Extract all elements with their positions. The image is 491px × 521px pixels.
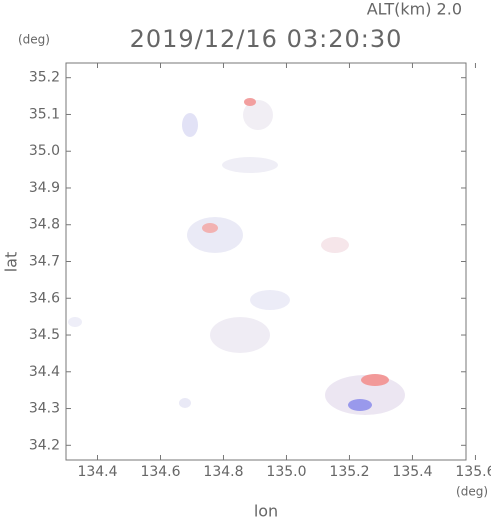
echo (361, 374, 389, 386)
echo (187, 217, 243, 253)
chart-title: 2019/12/16 03:20:30 (130, 25, 403, 53)
y-tick-label: 35.2 (29, 70, 60, 86)
y-tick-label: 35.0 (29, 143, 60, 159)
x-tick-label: 135.0 (266, 464, 306, 480)
subtitle: ALT(km) 2.0 (367, 0, 462, 19)
echo (202, 223, 218, 233)
y-tick-label: 34.8 (29, 217, 60, 233)
echo (348, 399, 372, 411)
y-tick-label: 34.2 (29, 437, 60, 453)
x-tick-label: 135.6 (455, 464, 491, 480)
x-tick-label: 134.8 (203, 464, 243, 480)
echo (222, 157, 278, 173)
x-unit: (deg) (456, 485, 488, 499)
echo (243, 100, 273, 130)
y-tick-label: 34.7 (29, 254, 60, 270)
x-tick-label: 134.6 (140, 464, 180, 480)
y-unit: (deg) (18, 33, 50, 47)
y-tick-label: 34.5 (29, 327, 60, 343)
echo (244, 98, 256, 106)
echo (182, 113, 198, 137)
x-tick-label: 135.2 (329, 464, 369, 480)
echo (325, 375, 405, 415)
y-tick-label: 34.6 (29, 290, 60, 306)
echo (179, 398, 191, 408)
y-tick-label: 35.1 (29, 106, 60, 122)
y-tick-label: 34.3 (29, 401, 60, 417)
echo (250, 290, 290, 310)
x-tick-label: 135.4 (392, 464, 432, 480)
echo (68, 317, 82, 327)
x-axis-label: lon (254, 502, 278, 521)
y-tick-label: 34.9 (29, 180, 60, 196)
echo-field (68, 98, 405, 415)
echo (210, 317, 270, 353)
y-tick-label: 34.4 (29, 364, 60, 380)
echo (321, 237, 349, 253)
x-tick-label: 134.4 (77, 464, 117, 480)
y-axis-label: lat (2, 252, 21, 273)
